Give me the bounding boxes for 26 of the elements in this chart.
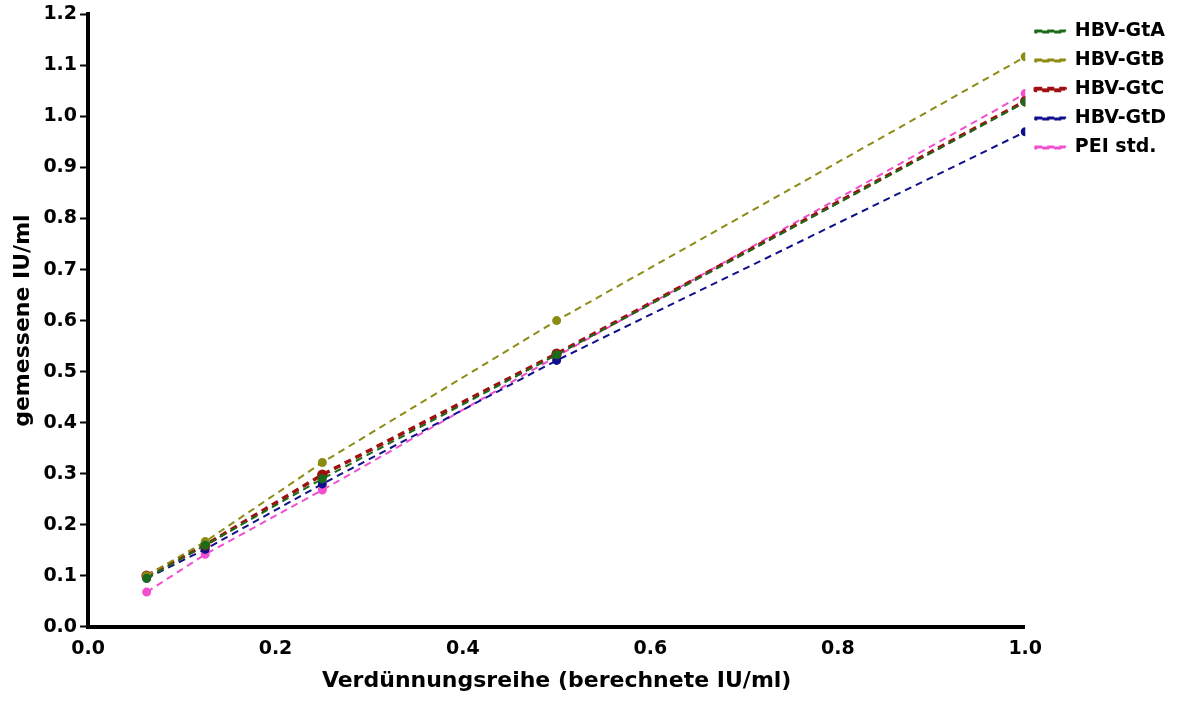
x-tick-label: 0.0: [71, 636, 105, 659]
x-tick-label: 1.0: [1008, 636, 1043, 659]
y-tick-label: 0.6: [43, 307, 78, 330]
legend-label: HBV-GtD: [1074, 105, 1167, 128]
legend-label: HBV-GtC: [1074, 76, 1165, 99]
x-axis-title: Verdünnungsreihe (berechnete IU/ml): [321, 666, 792, 692]
legend-label: HBV-GtA: [1074, 18, 1166, 41]
y-tick-label: 0.4: [43, 409, 78, 432]
y-tick-label: 0.7: [43, 256, 78, 279]
y-tick-label: 0.5: [43, 358, 78, 381]
y-axis-title: gemessene IU/ml: [8, 214, 34, 427]
y-tick-label: 0.0: [43, 613, 78, 636]
legend-label: PEI std.: [1074, 134, 1157, 157]
y-tick-label: 1.0: [43, 103, 78, 126]
y-tick-label: 1.1: [43, 52, 78, 75]
y-tick-label: 0.1: [43, 562, 78, 585]
legend-label: HBV-GtB: [1074, 47, 1165, 70]
y-tick-label: 1.2: [43, 1, 78, 24]
y-tick-label: 0.3: [43, 460, 78, 483]
x-tick-label: 0.4: [446, 636, 480, 659]
y-tick-label: 0.9: [43, 154, 78, 177]
y-tick-label: 0.2: [43, 511, 78, 534]
y-tick-label: 0.8: [43, 205, 78, 228]
x-tick-label: 0.2: [258, 636, 293, 659]
x-tick-label: 0.8: [820, 636, 855, 659]
x-tick-label: 0.6: [633, 636, 668, 659]
